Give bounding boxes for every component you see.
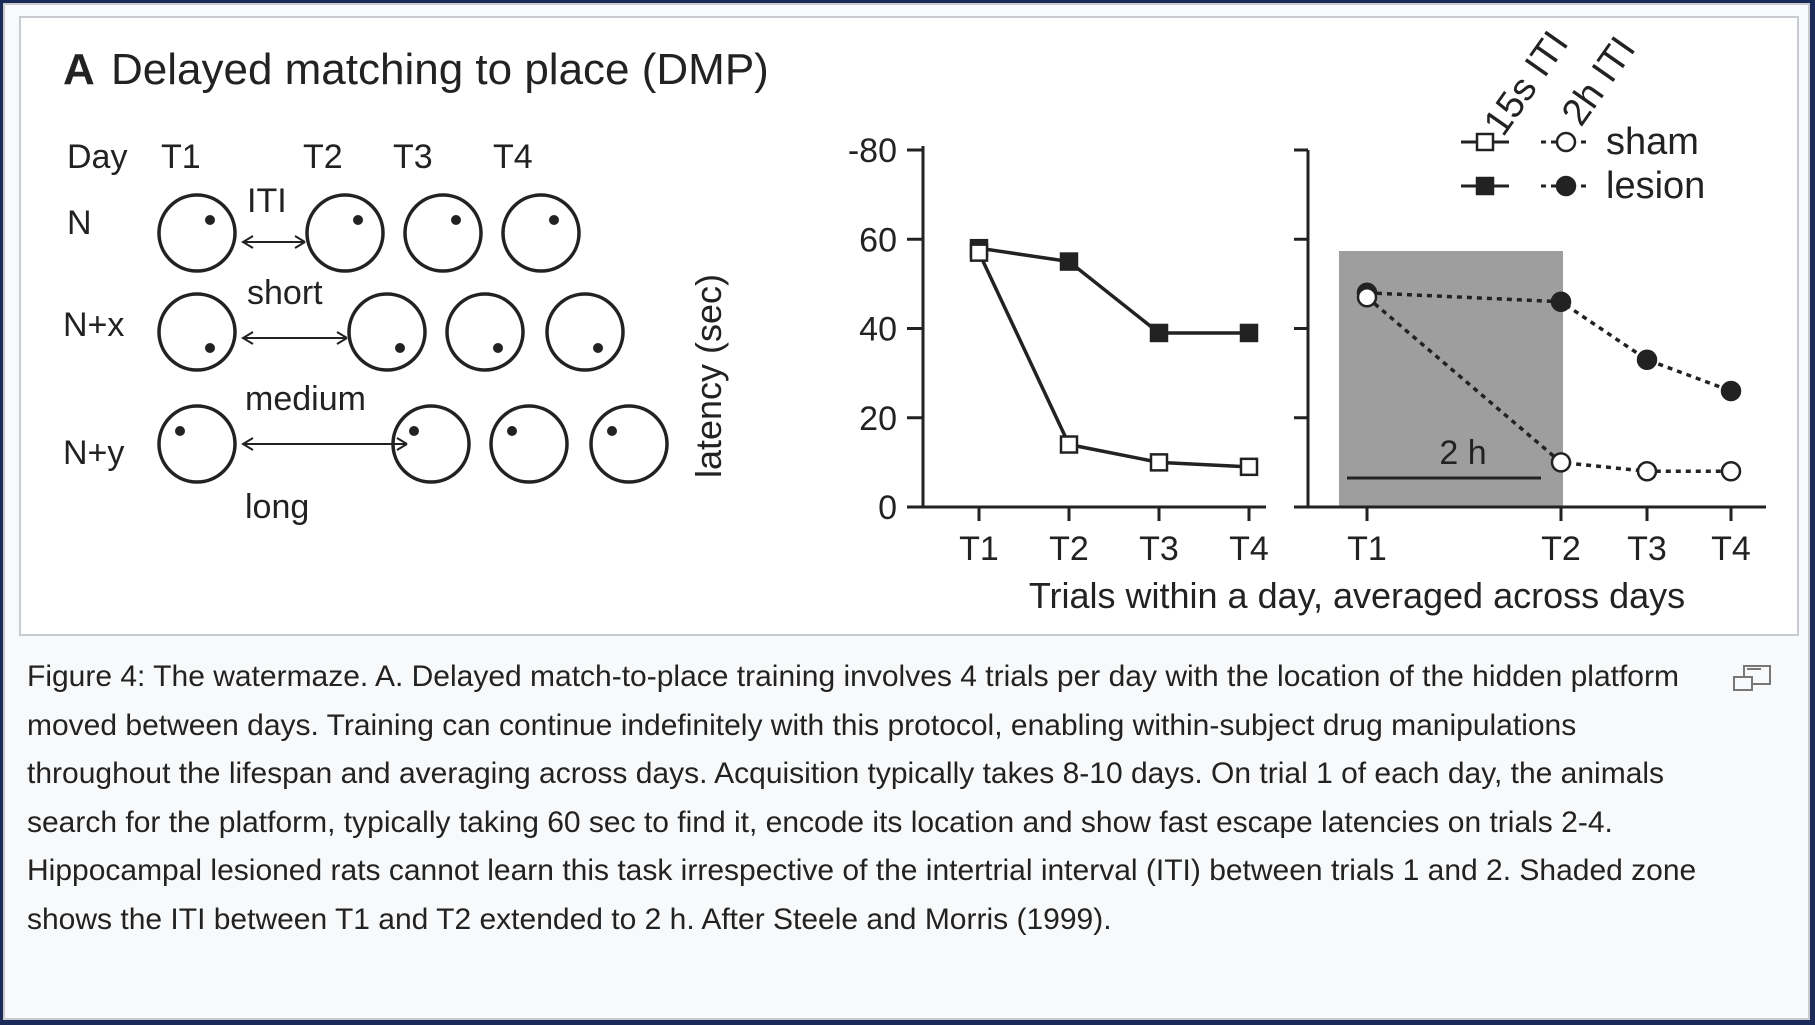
legend-square-lesion: [1475, 176, 1495, 196]
schematic-trial-t2: T2: [303, 138, 343, 176]
pool-row2-t4: [545, 292, 625, 372]
platform-row2-t2: [395, 343, 405, 353]
chart-marks: [969, 238, 1742, 482]
schematic-interval-medium: medium: [245, 380, 366, 418]
platform-row1-t4: [549, 215, 559, 225]
legend-circle-sham: [1555, 131, 1577, 153]
chart-axes: 0 20 40 60 -80 T1 T2 T3 T4 T1 T2 T3 T4: [848, 132, 1766, 568]
x-axis-label: Trials within a day, averaged across day…: [1029, 575, 1685, 616]
point-p1-sham-T2: [1059, 435, 1079, 454]
point-p2-sham-T4: [1720, 461, 1742, 482]
platform-row1-t3: [451, 215, 461, 225]
x-tick-label-p2-T2: T2: [1541, 530, 1581, 568]
point-p2-lesion-T2: [1550, 291, 1572, 312]
iti-arrow-head-left-row3: [241, 437, 254, 451]
x-tick-label-p2-T3: T3: [1627, 530, 1667, 568]
schematic-day-ny: N+y: [63, 434, 124, 472]
figure-image: A Delayed matching to place (DMP) Day T1…: [19, 16, 1799, 636]
pool-row2-t1: [157, 292, 237, 372]
y-tick-label-80: -80: [848, 132, 897, 170]
series-line-p2-sham: [1365, 295, 1731, 474]
schematic-trial-t1: T1: [161, 138, 201, 176]
schematic-interval-short: short: [247, 274, 323, 312]
platform-row2-t4: [593, 343, 603, 353]
series-line-p1-lesion: [978, 246, 1249, 335]
iti-arrow-head-left-row2: [241, 331, 254, 345]
platform-row3-t2: [409, 426, 419, 436]
platform-row3-t1: [175, 426, 185, 436]
y-tick-label-20: 20: [859, 400, 897, 438]
point-p2-sham-T1: [1356, 287, 1378, 308]
x-tick-label-p1-T2: T2: [1049, 530, 1089, 568]
pool-row2-t2: [347, 292, 427, 372]
pool-row1-t3: [403, 193, 483, 273]
point-p1-lesion-T4: [1239, 323, 1259, 343]
platform-row2-t3: [493, 343, 503, 353]
iti-arrow-head-right-row2: [336, 331, 348, 345]
legend-col-15s-iti: 15s ITI: [1476, 24, 1577, 143]
series-line-p1-sham: [977, 251, 1250, 469]
schematic-trial-t3: T3: [393, 138, 433, 176]
schematic-trial-t4: T4: [493, 138, 533, 176]
schematic-day-n: N: [67, 204, 92, 242]
platform-row1-t1: [205, 215, 215, 225]
figure-caption: Figure 4: The watermaze. A. Delayed matc…: [27, 660, 1697, 936]
point-p2-sham-T3: [1636, 461, 1658, 482]
platform-row3-t3: [507, 426, 517, 436]
legend-marks: [1461, 131, 1591, 197]
point-p1-lesion-T3: [1149, 323, 1169, 343]
pool-row1-t2: [305, 193, 385, 273]
platform-row3-t4: [607, 426, 617, 436]
legend-circle-lesion: [1555, 175, 1577, 197]
enlarge-icon[interactable]: [1731, 663, 1773, 695]
point-p1-sham-T4: [1239, 457, 1259, 477]
x-tick-label-p1-T1: T1: [959, 530, 999, 568]
pool-row1-t1: [157, 193, 237, 273]
point-p2-sham-T2: [1550, 452, 1572, 473]
legend-square-sham: [1475, 132, 1495, 152]
pool-row3-t4: [589, 404, 669, 484]
schematic-day-label: Day: [67, 138, 127, 176]
y-tick-label-40: 40: [859, 311, 897, 349]
iti-arrow-head-left-row1: [241, 235, 254, 249]
pool-row1-t4: [501, 193, 581, 273]
pool-row3-t3: [489, 404, 569, 484]
point-p1-lesion-T2: [1059, 252, 1079, 271]
y-tick-label-60: 60: [859, 221, 897, 259]
iti-arrow-head-right-row3: [396, 437, 408, 451]
pool-row2-t3: [445, 292, 525, 372]
point-p2-lesion-T3: [1636, 349, 1658, 370]
x-tick-label-p1-T4: T4: [1229, 530, 1269, 568]
x-tick-label-p2-T1: T1: [1347, 530, 1387, 568]
schematic-interval-long: long: [245, 488, 309, 526]
x-tick-label-p2-T4: T4: [1711, 530, 1751, 568]
legend-sham: sham: [1606, 121, 1699, 163]
schematic-pool-diagram: [157, 193, 669, 484]
pool-row3-t1: [157, 404, 237, 484]
series-line-p2-lesion: [1366, 291, 1732, 393]
schematic-day-nx: N+x: [63, 306, 124, 344]
panel-title: Delayed matching to place (DMP): [111, 45, 769, 94]
panel-letter: A: [63, 45, 95, 94]
point-p2-lesion-T4: [1720, 380, 1742, 402]
point-p1-sham-T1: [969, 243, 989, 262]
x-tick-label-p1-T3: T3: [1139, 530, 1179, 568]
figure-frame: A Delayed matching to place (DMP) Day T1…: [3, 3, 1810, 1020]
y-tick-label-0: 0: [878, 489, 897, 527]
y-axis-label: latency (sec): [688, 274, 729, 478]
point-p1-sham-T3: [1149, 453, 1169, 472]
shaded-zone-label: 2 h: [1439, 434, 1486, 472]
legend-lesion: lesion: [1606, 165, 1705, 207]
platform-row2-t1: [205, 343, 215, 353]
figure-svg: A Delayed matching to place (DMP) Day T1…: [63, 24, 1766, 616]
platform-row1-t2: [353, 215, 363, 225]
iti-arrow-head-right-row1: [294, 235, 306, 249]
schematic-iti-label: ITI: [247, 182, 287, 220]
